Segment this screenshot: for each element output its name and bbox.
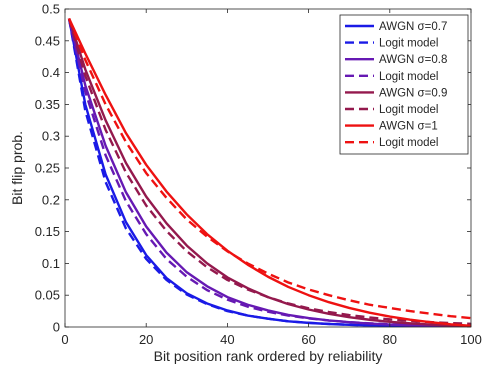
y-tick-label: 0.4	[42, 65, 60, 80]
y-tick-label: 0.2	[42, 192, 60, 207]
legend-label-6: Logit model	[379, 104, 438, 116]
x-tick-label: 0	[61, 332, 68, 347]
y-tick-label: 0.45	[35, 33, 60, 48]
x-axis-label: Bit position rank ordered by reliability	[154, 348, 383, 364]
series-line-2	[67, 18, 471, 327]
legend-label-3: AWGN σ=0.8	[379, 54, 447, 66]
series-line-3	[67, 18, 471, 327]
y-tick-label: 0.3	[42, 129, 60, 144]
legend-label-4: Logit model	[379, 71, 438, 83]
legend-label-1: AWGN σ=0.7	[379, 21, 447, 33]
y-tick-label: 0.1	[42, 256, 60, 271]
y-axis-label: Bit flip prob.	[9, 131, 25, 205]
x-tick-label: 60	[301, 332, 315, 347]
x-tick-label: 40	[220, 332, 234, 347]
x-tick-label: 20	[139, 332, 153, 347]
x-tick-label: 100	[460, 332, 482, 347]
y-tick-label: 0.05	[35, 288, 60, 303]
y-tick-label: 0	[53, 320, 60, 335]
series-layer	[67, 18, 471, 327]
y-tick-label: 0.25	[35, 161, 60, 176]
legend-box	[339, 14, 469, 155]
series-line-4	[67, 18, 471, 327]
series-line-8	[67, 18, 471, 320]
y-tick-label: 0.15	[35, 224, 60, 239]
y-tick-label: 0.5	[42, 2, 60, 17]
legend-label-2: Logit model	[379, 38, 438, 50]
legend-label-7: AWGN σ=1	[379, 121, 438, 133]
legend: AWGN σ=0.7 Logit model AWGN σ=0.8 Logit mod…	[339, 14, 469, 155]
x-tick-label: 80	[383, 332, 397, 347]
legend-label-5: AWGN σ=0.9	[379, 87, 447, 99]
series-line-6	[67, 18, 471, 326]
axes-layer: 0 20 40 60 80 100 0 0.05 0.1 0.15 0.2 0.25 0.3 0.35 0.…	[35, 2, 482, 348]
series-line-7	[67, 18, 471, 327]
y-tick-label: 0.35	[35, 97, 60, 112]
legend-label-8: Logit model	[379, 137, 438, 149]
